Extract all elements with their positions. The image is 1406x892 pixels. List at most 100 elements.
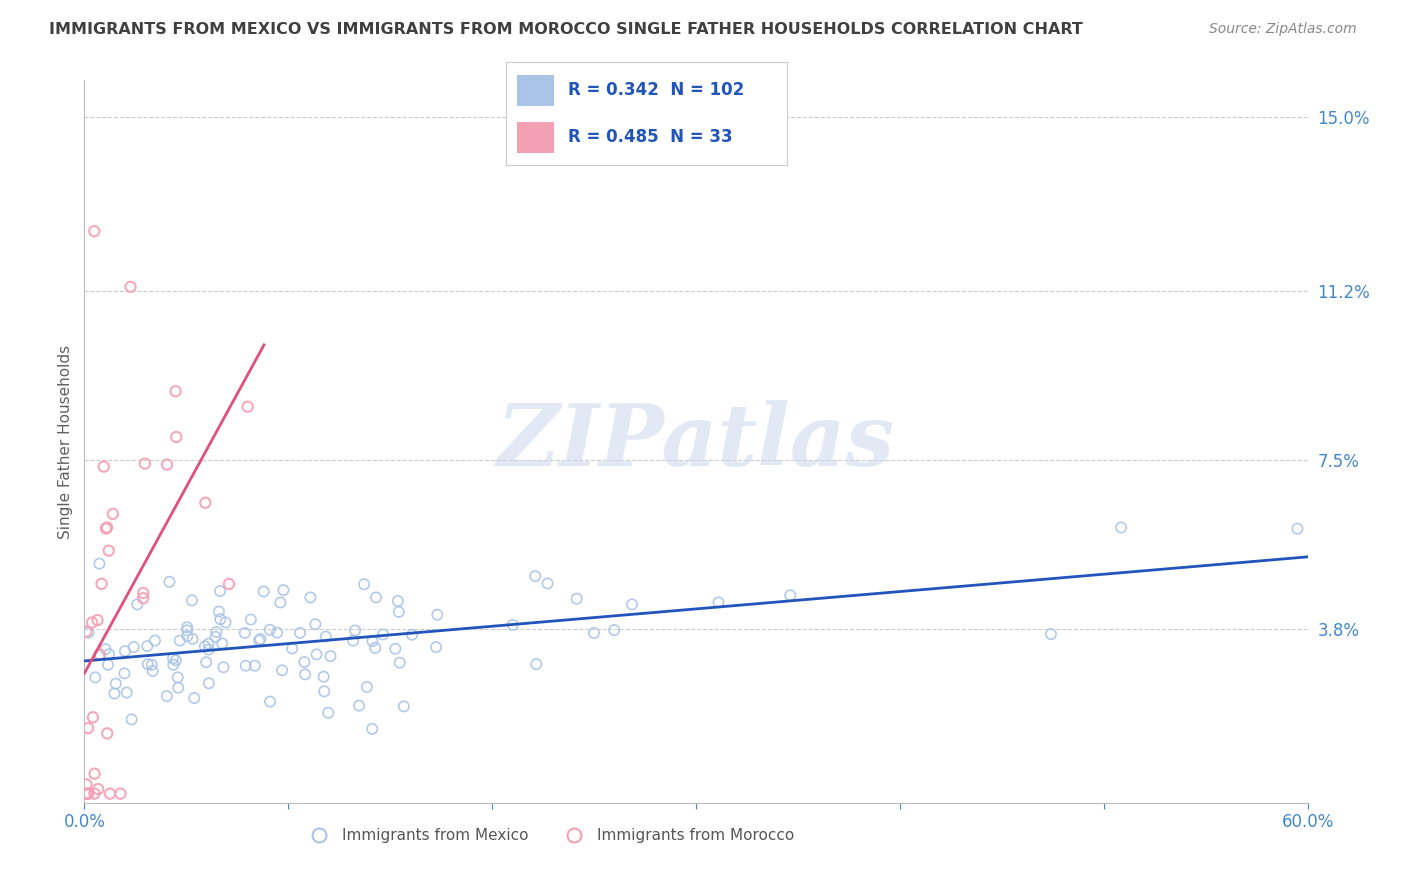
Point — [209, 584, 232, 599]
Point — [315, 630, 337, 644]
Point — [75, 624, 97, 639]
Point — [197, 637, 219, 651]
Point — [83, 787, 105, 801]
Text: R = 0.485  N = 33: R = 0.485 N = 33 — [568, 128, 733, 146]
Point — [208, 605, 231, 619]
Point — [165, 384, 187, 399]
Point — [194, 496, 217, 510]
Point — [87, 782, 110, 797]
Point — [86, 613, 108, 627]
Point — [77, 787, 100, 801]
Text: R = 0.342  N = 102: R = 0.342 N = 102 — [568, 81, 744, 99]
Point — [259, 623, 281, 637]
Point — [89, 557, 111, 571]
Point — [259, 695, 281, 709]
Point — [96, 520, 118, 534]
Point — [136, 639, 159, 653]
Point — [235, 658, 257, 673]
Point — [82, 710, 104, 724]
Point — [122, 640, 145, 654]
Point — [239, 613, 262, 627]
Point — [132, 591, 155, 606]
Point — [388, 605, 411, 619]
Point — [1039, 627, 1062, 641]
Point — [156, 689, 179, 703]
Point — [364, 591, 387, 605]
Point — [502, 618, 524, 632]
Point — [127, 598, 149, 612]
Point — [218, 577, 240, 591]
Point — [247, 633, 270, 648]
Point — [1109, 520, 1132, 534]
Point — [120, 280, 142, 294]
Point — [176, 629, 198, 643]
Point — [205, 625, 228, 640]
Point — [384, 641, 406, 656]
Point — [388, 656, 411, 670]
Point — [565, 591, 588, 606]
Point — [169, 633, 191, 648]
Point — [114, 666, 136, 681]
Point — [159, 574, 181, 589]
Point — [312, 670, 335, 684]
Point — [84, 670, 107, 684]
Point — [524, 657, 547, 672]
Point — [288, 626, 311, 640]
Bar — [517, 122, 554, 153]
Point — [316, 706, 339, 720]
Point — [98, 787, 121, 801]
Point — [273, 583, 295, 598]
Point — [271, 663, 294, 677]
Point — [96, 726, 118, 740]
Point — [356, 680, 378, 694]
Point — [387, 594, 409, 608]
Point — [197, 642, 219, 657]
Point — [156, 458, 179, 472]
Y-axis label: Single Father Households: Single Father Households — [58, 344, 73, 539]
Point — [93, 459, 115, 474]
Point — [114, 644, 136, 658]
Point — [176, 624, 198, 638]
Point — [181, 632, 204, 646]
Point — [266, 625, 288, 640]
Point — [214, 615, 236, 630]
Point — [425, 640, 447, 654]
Point — [89, 648, 111, 662]
Point — [141, 657, 163, 672]
Point — [281, 641, 304, 656]
Point — [426, 607, 449, 622]
Point — [347, 698, 370, 713]
Point — [582, 626, 605, 640]
Point — [162, 657, 184, 672]
Point — [211, 636, 233, 650]
Point — [183, 691, 205, 706]
Point — [212, 660, 235, 674]
Point — [134, 457, 156, 471]
Text: ZIPatlas: ZIPatlas — [496, 400, 896, 483]
Point — [371, 627, 394, 641]
Point — [233, 626, 256, 640]
Point — [165, 653, 187, 667]
Point — [392, 699, 415, 714]
Point — [603, 623, 626, 637]
Point — [707, 595, 730, 609]
Point — [165, 430, 187, 444]
Point — [361, 634, 384, 648]
Point — [103, 686, 125, 700]
Point — [204, 630, 226, 644]
Point — [299, 591, 322, 605]
Point — [76, 787, 98, 801]
Point — [104, 676, 127, 690]
Point — [90, 577, 112, 591]
Point — [101, 507, 124, 521]
Point — [75, 787, 97, 801]
Point — [143, 633, 166, 648]
Bar — [517, 75, 554, 105]
Point — [253, 584, 276, 599]
Point — [236, 400, 259, 414]
Point — [162, 651, 184, 665]
Point — [524, 569, 547, 583]
Point — [621, 598, 644, 612]
Point — [305, 648, 328, 662]
Point — [77, 721, 100, 735]
